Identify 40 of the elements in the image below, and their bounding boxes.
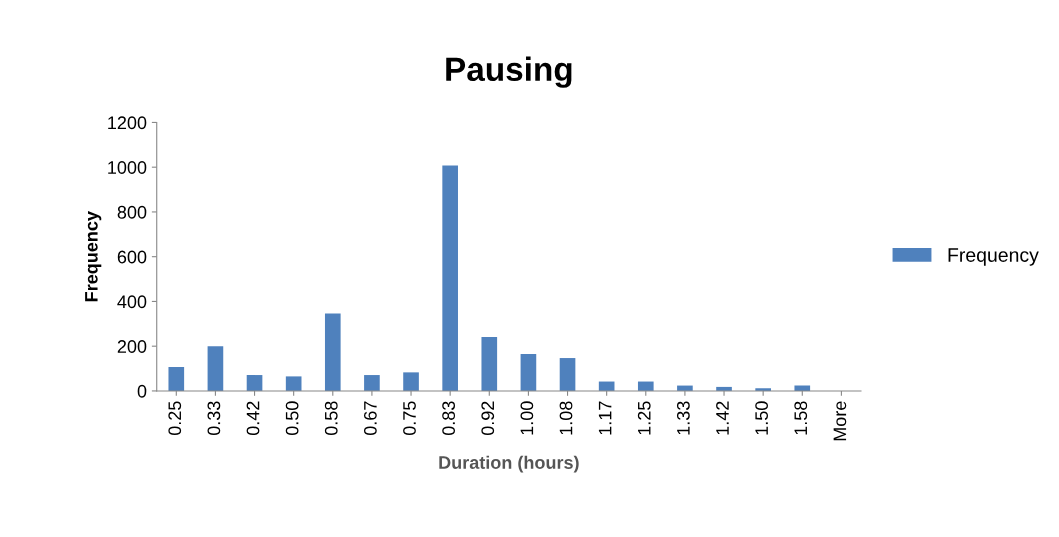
bar: [403, 372, 419, 391]
x-tick-label: 1.08: [559, 401, 573, 435]
chart-title: Pausing: [446, 56, 572, 88]
x-tick-label: 1.50: [755, 401, 768, 435]
y-tick-label: 1000: [108, 161, 147, 174]
bar: [207, 346, 224, 391]
y-tick-label: 600: [117, 250, 147, 264]
x-tick-label: More: [833, 401, 847, 441]
x-tick-label: 0.50: [285, 401, 299, 436]
bar: [442, 165, 458, 391]
x-tick-label: 0.25: [168, 401, 182, 436]
x-axis-title: Duration (hours): [439, 455, 579, 473]
x-tick-label: 0.83: [442, 401, 456, 436]
x-tick-label: 0.92: [481, 401, 495, 436]
bar: [246, 375, 263, 391]
bar: [364, 375, 380, 391]
x-tick-label: 0.42: [246, 401, 260, 436]
y-tick-label: 0: [137, 384, 147, 398]
y-tick-label: 200: [117, 340, 147, 353]
x-tick-label: 1.17: [598, 401, 612, 435]
x-tick-label: 1.33: [676, 401, 690, 435]
bar: [168, 366, 185, 391]
x-tick-label: 1.42: [716, 401, 729, 435]
x-tick-label: 0.75: [403, 401, 416, 436]
x-tick-label: 1.58: [794, 401, 808, 435]
bar: [481, 337, 498, 391]
y-tick-label: 400: [117, 295, 147, 309]
legend-label: Frequency: [948, 248, 1039, 266]
x-tick-label: 0.33: [207, 401, 221, 436]
x-tick-label: 1.00: [520, 401, 534, 435]
bar: [324, 313, 341, 391]
bar: [285, 376, 302, 391]
bar: [520, 354, 537, 391]
x-tick-label: 0.67: [363, 401, 377, 436]
x-tick-label: 1.25: [637, 401, 651, 435]
y-axis-title: Frequency: [85, 211, 102, 302]
bar: [559, 358, 576, 391]
y-tick-label: 1200: [108, 116, 147, 130]
x-tick-label: 0.58: [324, 401, 338, 436]
y-tick-label: 800: [117, 205, 147, 219]
